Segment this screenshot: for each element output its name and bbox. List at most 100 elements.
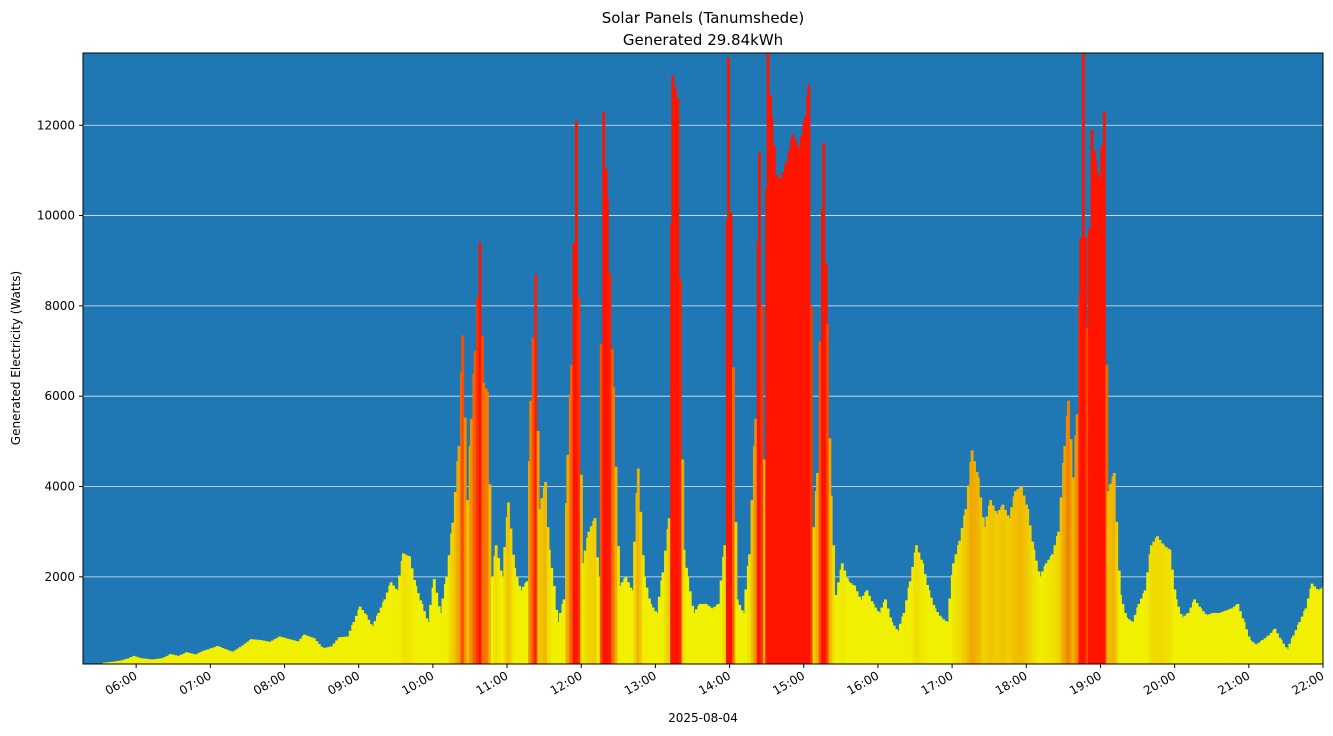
generation-bar [1013, 491, 1017, 664]
generation-bar [1149, 545, 1153, 664]
generation-bar [735, 599, 739, 664]
generation-bar [204, 650, 208, 664]
generation-bar [954, 554, 958, 664]
generation-bar [158, 658, 162, 664]
generation-bar [377, 612, 381, 664]
generation-bar [259, 640, 263, 664]
generation-bar [1125, 617, 1129, 664]
generation-bar [952, 563, 955, 664]
generation-bar [414, 585, 418, 664]
generation-bar [664, 550, 667, 664]
generation-bar [1112, 472, 1116, 664]
generation-bar [262, 640, 266, 664]
generation-bar [1226, 609, 1230, 664]
generation-bar [1146, 572, 1150, 664]
generation-bar [337, 637, 341, 664]
generation-bar [373, 621, 377, 664]
generation-bar [1199, 608, 1203, 664]
generation-bar [461, 335, 465, 664]
generation-bar [572, 242, 576, 665]
generation-bar [379, 607, 383, 664]
generation-bar [921, 563, 925, 664]
generation-bar [151, 659, 154, 664]
generation-bar [466, 500, 470, 664]
generation-bar [494, 545, 498, 664]
generation-bar [509, 528, 513, 664]
generation-bar [1306, 598, 1310, 664]
generation-bar [1026, 509, 1030, 664]
generation-bar [915, 545, 918, 664]
generation-bar [707, 605, 711, 664]
generation-bar [1162, 545, 1166, 664]
x-tick-label: 06:00 [103, 668, 140, 697]
generation-bar [661, 572, 665, 664]
generation-bar [519, 590, 523, 664]
generation-bar [834, 594, 838, 664]
generation-bar [210, 648, 214, 664]
generation-bar [296, 641, 300, 664]
generation-bar [404, 554, 408, 664]
generation-bar [945, 622, 949, 664]
generation-bar [1232, 606, 1236, 664]
generation-bar [766, 53, 770, 664]
generation-bar [305, 635, 309, 664]
generation-bar [713, 606, 717, 664]
generation-bar [688, 591, 692, 664]
generation-bar [179, 654, 183, 664]
generation-bar [902, 612, 906, 664]
generation-bar [929, 597, 933, 664]
generation-bar [589, 526, 593, 664]
x-tick-label: 07:00 [177, 668, 214, 697]
generation-bar [199, 652, 203, 664]
generation-bar [734, 522, 738, 664]
generation-bar [800, 135, 803, 664]
generation-bar [231, 651, 235, 664]
generation-bar [142, 658, 146, 664]
generation-bar [273, 639, 277, 664]
generation-bar [227, 650, 231, 664]
generation-bar [750, 500, 754, 664]
generation-bar [570, 364, 573, 664]
generation-bar [797, 147, 801, 664]
generation-bar [605, 197, 609, 664]
generation-bar [1177, 606, 1180, 664]
generation-bar [348, 630, 352, 664]
generation-bar [744, 589, 748, 664]
generation-bar [257, 639, 261, 664]
generation-bar [490, 576, 494, 664]
x-tick-label: 21:00 [1215, 668, 1252, 697]
generation-bar [865, 590, 869, 664]
x-tick-label: 15:00 [770, 668, 807, 697]
generation-bar [116, 660, 120, 664]
generation-bar [1072, 477, 1075, 664]
generation-bar [352, 622, 356, 664]
generation-bar [1251, 641, 1255, 664]
generation-bar [270, 640, 274, 664]
generation-bar [1292, 635, 1295, 664]
generation-bar [122, 659, 126, 664]
generation-bar [288, 639, 292, 664]
generation-bar [970, 450, 974, 664]
generation-bar [1100, 145, 1104, 664]
generation-bar [1164, 547, 1168, 664]
generation-bar [853, 585, 857, 664]
x-tick-label: 17:00 [919, 668, 956, 697]
generation-bar [435, 592, 439, 664]
generation-bar [979, 497, 983, 664]
generation-bar [1059, 497, 1063, 664]
generation-bar [633, 541, 637, 664]
generation-bar [324, 647, 327, 664]
x-tick-label: 08:00 [251, 668, 288, 697]
generation-bar [1034, 560, 1038, 664]
generation-bar [303, 634, 306, 664]
generation-bar [451, 522, 455, 664]
generation-bar [299, 638, 303, 664]
generation-bar [529, 400, 533, 664]
generation-bar [221, 648, 225, 664]
generation-bar [125, 658, 128, 664]
generation-bar [238, 647, 242, 664]
generation-bar [597, 576, 601, 664]
generation-bar [1288, 643, 1292, 664]
generation-bar [562, 599, 566, 664]
generation-bar [1102, 111, 1106, 664]
